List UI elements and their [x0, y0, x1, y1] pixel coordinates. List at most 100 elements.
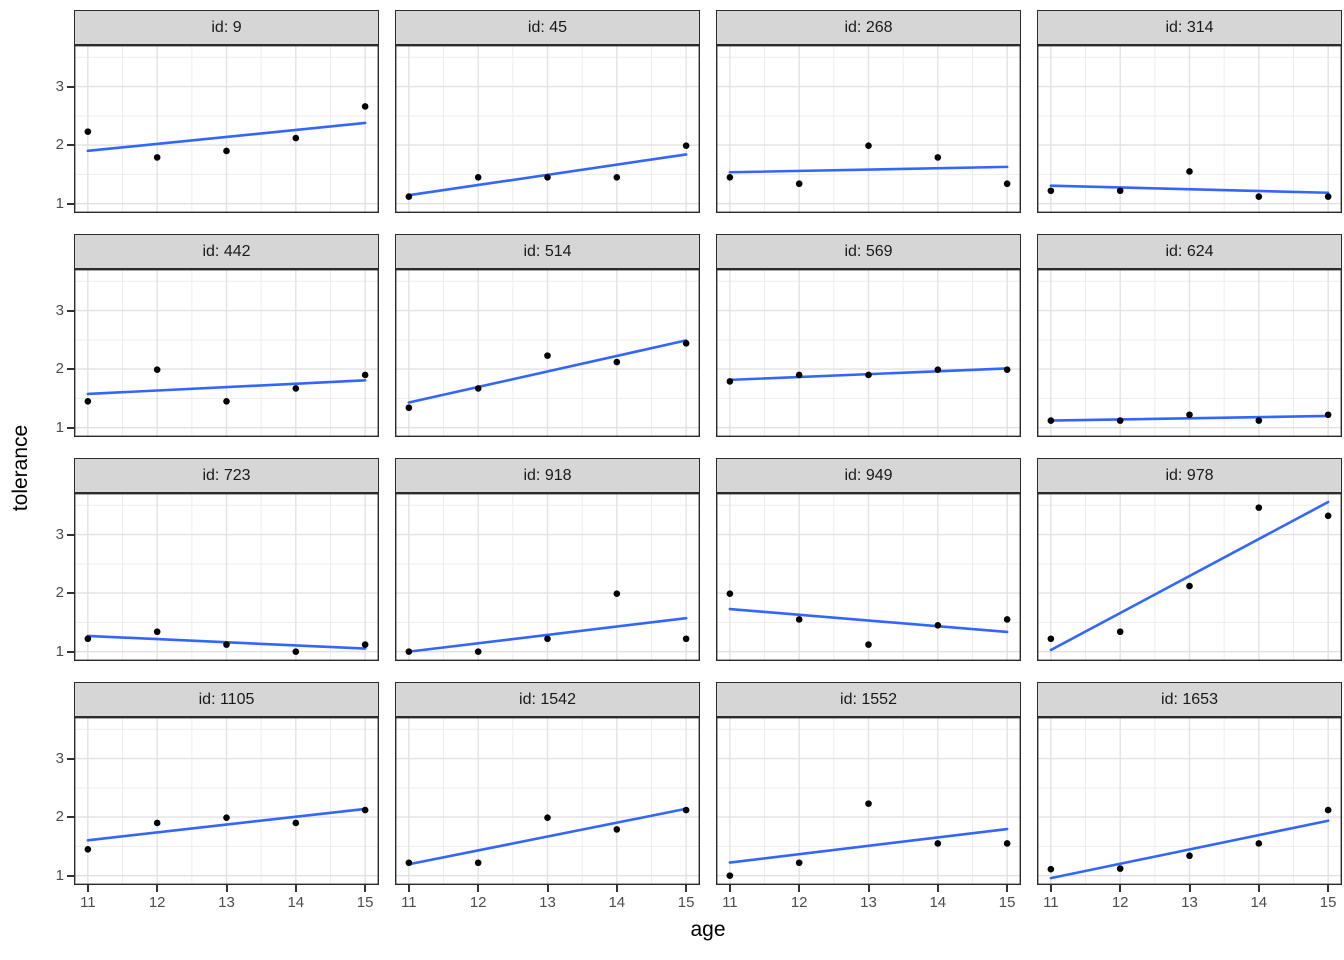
- trend-line: [1049, 819, 1330, 880]
- data-point: [865, 142, 872, 149]
- x-tick-label: 11: [1043, 894, 1059, 911]
- y-tick-mark: [67, 368, 74, 371]
- panel-border: [1037, 45, 1342, 213]
- data-point: [613, 590, 621, 597]
- data-point: [361, 641, 369, 648]
- data-point: [153, 819, 161, 827]
- facet-strip: id: 569: [716, 234, 1021, 269]
- x-tick-mark: [1049, 885, 1052, 892]
- panel-border: [1037, 717, 1342, 885]
- data-point: [1324, 411, 1332, 419]
- x-tick-label: 12: [790, 894, 808, 911]
- y-tick-mark: [67, 650, 74, 653]
- facet-strip-label: id: 1552: [840, 690, 897, 708]
- data-point: [1003, 366, 1011, 373]
- x-tick-label: 13: [860, 894, 877, 911]
- x-tick-mark: [86, 885, 89, 892]
- x-tick-label: 11: [80, 894, 96, 911]
- data-point: [544, 814, 551, 821]
- data-point: [474, 648, 482, 655]
- y-tick-mark: [67, 533, 74, 536]
- trend-line: [1049, 184, 1330, 195]
- data-point: [1047, 187, 1055, 195]
- data-point: [1186, 582, 1193, 590]
- y-tick-label: 1: [55, 866, 64, 884]
- facet-strip: id: 918: [395, 458, 700, 493]
- facet-panel: [716, 269, 1021, 437]
- data-point: [84, 128, 92, 135]
- x-tick-label: 15: [998, 894, 1016, 911]
- facet-strip-label: id: 569: [844, 242, 893, 260]
- facet-strip: id: 1552: [716, 682, 1021, 717]
- data-point: [613, 826, 621, 833]
- panel-border: [395, 45, 700, 213]
- panel-border: [74, 717, 379, 885]
- facet-strip-label: id: 9: [211, 18, 242, 36]
- x-tick-mark: [1188, 885, 1191, 892]
- x-tick-mark: [798, 885, 801, 892]
- facet-strip-label: id: 268: [844, 18, 893, 36]
- y-tick-mark: [67, 757, 74, 760]
- data-point: [865, 371, 872, 379]
- facet-strip: id: 314: [1037, 10, 1342, 45]
- data-point: [474, 385, 482, 392]
- y-tick-label: 3: [55, 525, 64, 543]
- facet-panel: [1037, 269, 1342, 437]
- panel-border: [74, 45, 379, 213]
- data-point: [934, 840, 942, 847]
- x-tick-mark: [867, 885, 870, 892]
- facet-strip-label: id: 1105: [198, 690, 255, 708]
- facet-panel: [74, 493, 379, 661]
- data-point: [84, 635, 92, 643]
- data-point: [405, 404, 413, 412]
- facet-id-949: id: 949: [716, 458, 1021, 661]
- data-point: [682, 340, 690, 347]
- data-point: [223, 397, 230, 405]
- data-point: [1255, 417, 1263, 424]
- y-tick-mark: [67, 426, 74, 429]
- facet-id-9: id: 9 1 2 3: [56, 10, 379, 213]
- x-tick-mark: [477, 885, 480, 892]
- x-tick-mark: [364, 885, 367, 892]
- data-point: [1255, 504, 1263, 511]
- data-point: [292, 648, 300, 655]
- trend-line: [407, 807, 688, 866]
- y-tick-mark: [67, 85, 74, 88]
- data-point: [1186, 411, 1193, 419]
- facet-strip-label: id: 723: [202, 466, 251, 484]
- data-point: [1003, 616, 1011, 623]
- trend-line: [86, 379, 367, 396]
- y-tick-mark: [67, 816, 74, 819]
- data-point: [1047, 635, 1055, 643]
- data-point: [223, 641, 230, 648]
- trend-line: [728, 165, 1009, 174]
- facet-panel: [1037, 45, 1342, 213]
- y-tick-mark: [67, 144, 74, 147]
- data-point: [934, 366, 942, 373]
- x-tick-label: 12: [1111, 894, 1129, 911]
- facet-id-1542: id: 1542 11 12 13 14 15: [395, 682, 700, 911]
- data-point: [726, 173, 734, 181]
- panel-border: [395, 717, 700, 885]
- y-tick-mark: [67, 202, 74, 205]
- facet-id-569: id: 569: [716, 234, 1021, 437]
- data-point: [1324, 193, 1332, 200]
- facet-strip: id: 1653: [1037, 682, 1342, 717]
- facet-strip-label: id: 442: [202, 242, 251, 260]
- facet-strip: id: 442: [74, 234, 379, 269]
- facet-id-978: id: 978: [1037, 458, 1342, 661]
- facet-strip-label: id: 949: [844, 466, 893, 484]
- x-tick-mark: [294, 885, 297, 892]
- facet-strip: id: 624: [1037, 234, 1342, 269]
- data-point: [223, 147, 230, 155]
- trend-line: [86, 807, 367, 842]
- facet-panel: [74, 717, 379, 885]
- facet-strip: id: 268: [716, 10, 1021, 45]
- x-tick-mark: [685, 885, 688, 892]
- data-point: [405, 193, 413, 200]
- y-tick-mark: [67, 592, 74, 595]
- facet-strip-label: id: 1653: [1161, 690, 1218, 708]
- y-tick-label: 2: [55, 136, 64, 154]
- facet-strip-label: id: 314: [1165, 18, 1214, 36]
- data-point: [1324, 806, 1332, 814]
